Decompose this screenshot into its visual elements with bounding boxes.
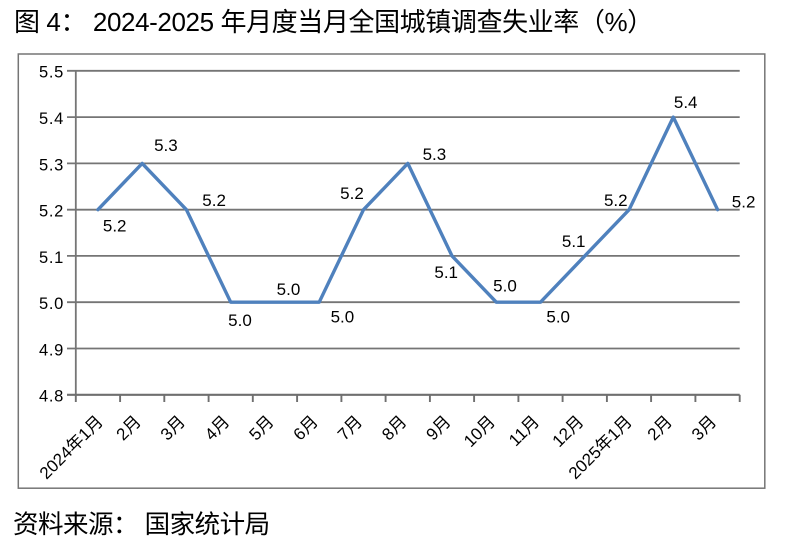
svg-text:5.2: 5.2 (103, 217, 127, 236)
svg-text:5.4: 5.4 (39, 110, 64, 128)
svg-text:5.5: 5.5 (39, 64, 64, 82)
svg-text:5.3: 5.3 (154, 136, 178, 155)
svg-text:5.0: 5.0 (228, 311, 252, 330)
svg-text:5.1: 5.1 (39, 249, 64, 267)
svg-text:5.1: 5.1 (562, 232, 586, 251)
svg-text:5.4: 5.4 (674, 93, 698, 112)
svg-text:5.0: 5.0 (39, 295, 64, 313)
svg-text:5.2: 5.2 (732, 192, 756, 211)
svg-text:4.9: 4.9 (39, 341, 64, 359)
svg-text:5.0: 5.0 (331, 307, 355, 326)
svg-text:5.2: 5.2 (604, 191, 628, 210)
svg-text:5.2: 5.2 (340, 184, 364, 203)
svg-text:5.0: 5.0 (546, 307, 570, 326)
svg-text:5.2: 5.2 (202, 191, 226, 210)
svg-text:5.0: 5.0 (493, 276, 517, 295)
svg-text:5.1: 5.1 (434, 263, 458, 282)
svg-text:5.2: 5.2 (39, 203, 64, 221)
svg-text:4.8: 4.8 (39, 388, 64, 406)
svg-text:5.0: 5.0 (277, 280, 301, 299)
svg-text:5.3: 5.3 (423, 145, 447, 164)
svg-text:5.3: 5.3 (39, 156, 64, 174)
